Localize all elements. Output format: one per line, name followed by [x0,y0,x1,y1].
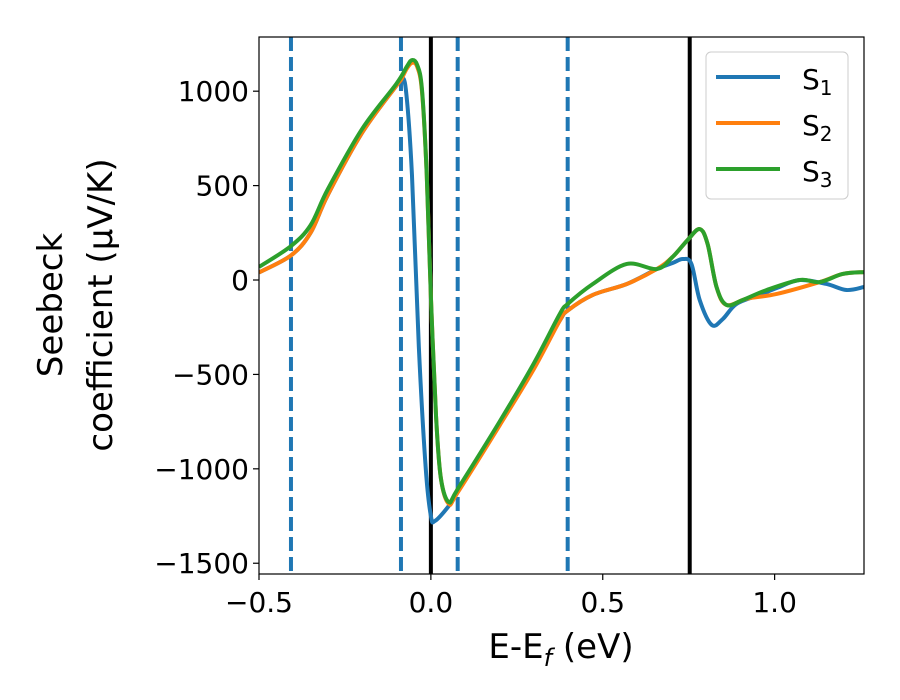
series-lines [259,57,864,525]
x-tick-label: 1.0 [752,586,797,619]
y-tick-label: 500 [196,170,249,203]
legend-label-s1: S1 [802,63,833,100]
y-tick-label: 1000 [178,75,249,108]
x-ticks: −0.5 0.0 0.5 1.0 [225,574,797,619]
x-tick-label: 0.0 [409,586,454,619]
x-tick-label: −0.5 [225,586,293,619]
y-ticks: 1000 500 0 −500 −1000 −1500 [154,75,259,580]
y-tick-label: −1500 [154,547,249,580]
series-line-s3 [259,57,864,505]
y-tick-label: −1000 [154,453,249,486]
y-tick-label: −500 [172,358,249,391]
x-axis-label: E-Ef (eV) [488,627,633,672]
legend: S1 S2 S3 [705,51,849,200]
y-axis-label-line1: Seebeck [31,233,71,378]
vertical-lines [288,37,692,574]
legend-label-s3: S3 [802,155,833,192]
legend-label-s2: S2 [802,109,833,146]
x-tick-label: 0.5 [580,586,625,619]
y-tick-label: 0 [231,264,249,297]
y-axis-label-line2: coefficient (μV/K) [81,158,121,451]
plot-frame [258,36,865,575]
